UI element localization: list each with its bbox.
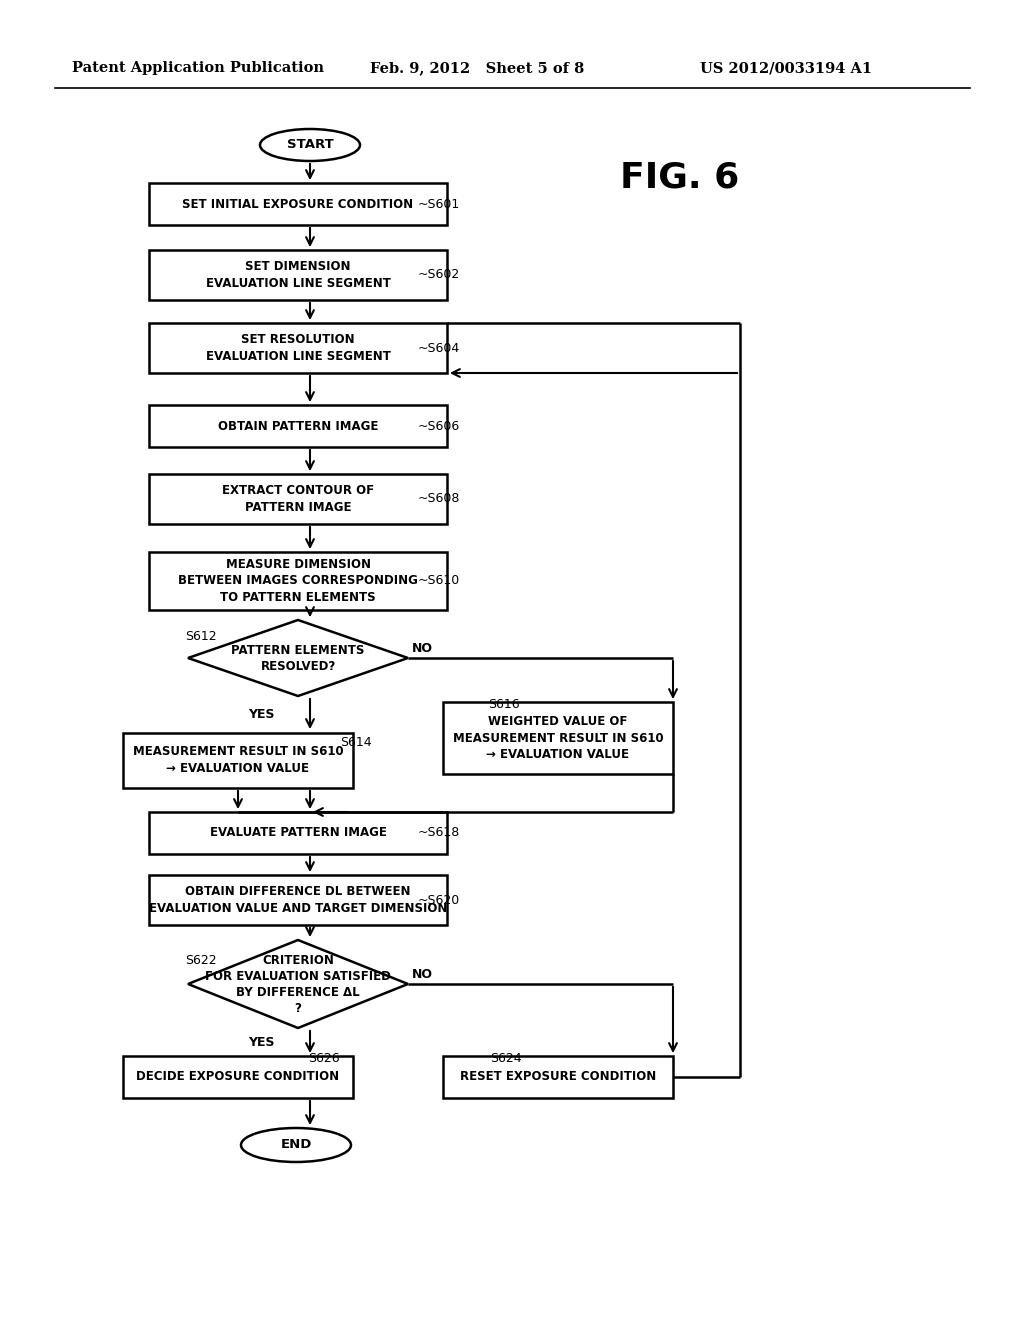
Text: Feb. 9, 2012   Sheet 5 of 8: Feb. 9, 2012 Sheet 5 of 8 [370,61,585,75]
Text: ~S608: ~S608 [418,492,461,506]
Ellipse shape [260,129,360,161]
Text: SET DIMENSION
EVALUATION LINE SEGMENT: SET DIMENSION EVALUATION LINE SEGMENT [206,260,390,290]
Text: CRITERION
FOR EVALUATION SATISFIED
BY DIFFERENCE ΔL
?: CRITERION FOR EVALUATION SATISFIED BY DI… [205,953,391,1015]
Text: ~S610: ~S610 [418,574,460,587]
Bar [123,1056,353,1098]
Text: MEASURE DIMENSION
BETWEEN IMAGES CORRESPONDING
TO PATTERN ELEMENTS: MEASURE DIMENSION BETWEEN IMAGES CORRESP… [178,558,418,605]
Ellipse shape [241,1129,351,1162]
Text: Patent Application Publication: Patent Application Publication [72,61,324,75]
Text: S612: S612 [185,630,217,643]
Text: SET INITIAL EXPOSURE CONDITION: SET INITIAL EXPOSURE CONDITION [182,198,414,210]
Bar [150,405,447,447]
Text: END: END [281,1138,311,1151]
Bar [150,552,447,610]
Bar [150,812,447,854]
Text: RESET EXPOSURE CONDITION: RESET EXPOSURE CONDITION [460,1071,656,1084]
Text: ~S602: ~S602 [418,268,460,281]
Text: OBTAIN DIFFERENCE DL BETWEEN
EVALUATION VALUE AND TARGET DIMENSION: OBTAIN DIFFERENCE DL BETWEEN EVALUATION … [148,886,447,915]
Bar [123,733,353,788]
Text: FIG. 6: FIG. 6 [620,161,739,195]
Bar [150,323,447,374]
Text: ~S618: ~S618 [418,826,460,840]
Text: S614: S614 [340,735,372,748]
Text: S616: S616 [488,697,519,710]
Text: US 2012/0033194 A1: US 2012/0033194 A1 [700,61,872,75]
Bar [150,875,447,925]
Text: SET RESOLUTION
EVALUATION LINE SEGMENT: SET RESOLUTION EVALUATION LINE SEGMENT [206,333,390,363]
Text: ~S604: ~S604 [418,342,460,355]
Text: START: START [287,139,334,152]
Polygon shape [188,940,408,1028]
Text: ~S620: ~S620 [418,894,460,907]
Text: OBTAIN PATTERN IMAGE: OBTAIN PATTERN IMAGE [218,420,378,433]
Text: NO: NO [412,642,433,655]
Text: MEASUREMENT RESULT IN S610
→ EVALUATION VALUE: MEASUREMENT RESULT IN S610 → EVALUATION … [133,746,343,775]
Bar [443,1056,673,1098]
Text: WEIGHTED VALUE OF
MEASUREMENT RESULT IN S610
→ EVALUATION VALUE: WEIGHTED VALUE OF MEASUREMENT RESULT IN … [453,715,664,762]
Text: DECIDE EXPOSURE CONDITION: DECIDE EXPOSURE CONDITION [136,1071,340,1084]
Bar [150,474,447,524]
Polygon shape [188,620,408,696]
Bar [150,249,447,300]
Text: EXTRACT CONTOUR OF
PATTERN IMAGE: EXTRACT CONTOUR OF PATTERN IMAGE [222,484,374,513]
Bar [443,702,673,774]
Text: S626: S626 [308,1052,340,1065]
Text: S622: S622 [185,953,217,966]
Text: YES: YES [248,709,274,722]
Text: S624: S624 [490,1052,521,1065]
Text: EVALUATE PATTERN IMAGE: EVALUATE PATTERN IMAGE [210,826,386,840]
Text: PATTERN ELEMENTS
RESOLVED?: PATTERN ELEMENTS RESOLVED? [231,644,365,672]
Text: YES: YES [248,1035,274,1048]
Bar [150,183,447,224]
Text: ~S601: ~S601 [418,198,460,210]
Text: ~S606: ~S606 [418,420,460,433]
Text: NO: NO [412,968,433,981]
